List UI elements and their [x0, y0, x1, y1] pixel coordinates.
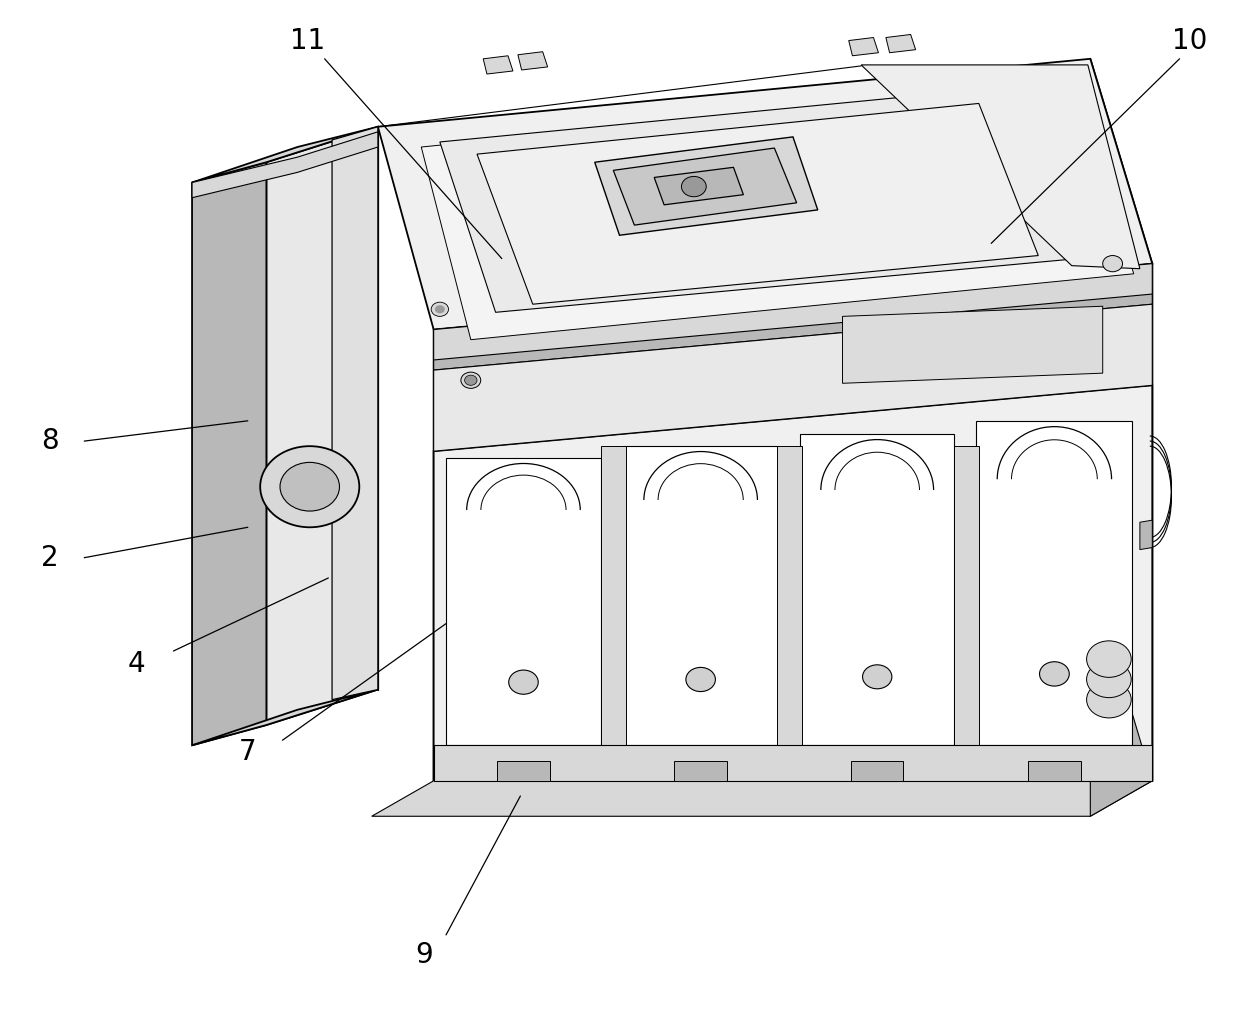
Circle shape: [280, 462, 339, 511]
Polygon shape: [595, 137, 818, 235]
Text: 11: 11: [290, 26, 325, 55]
Polygon shape: [192, 690, 378, 745]
Circle shape: [461, 372, 481, 388]
Text: 4: 4: [128, 650, 145, 678]
Polygon shape: [843, 306, 1103, 383]
Polygon shape: [1028, 760, 1080, 781]
Polygon shape: [378, 59, 1152, 330]
Polygon shape: [1140, 520, 1152, 550]
Polygon shape: [372, 781, 1152, 816]
Polygon shape: [434, 264, 1152, 360]
Polygon shape: [434, 264, 1152, 370]
Polygon shape: [861, 65, 1140, 269]
Circle shape: [681, 176, 706, 197]
Polygon shape: [332, 127, 378, 700]
Polygon shape: [851, 760, 903, 781]
Polygon shape: [601, 446, 626, 781]
Polygon shape: [849, 38, 878, 56]
Text: 10: 10: [1172, 26, 1207, 55]
Text: 7: 7: [239, 738, 256, 767]
Polygon shape: [192, 162, 266, 745]
Polygon shape: [518, 52, 548, 70]
Circle shape: [1087, 661, 1131, 698]
Circle shape: [1103, 256, 1123, 272]
Polygon shape: [976, 421, 1132, 745]
Polygon shape: [483, 56, 513, 74]
Polygon shape: [440, 86, 1078, 312]
Polygon shape: [434, 264, 1152, 781]
Polygon shape: [192, 127, 378, 183]
Polygon shape: [434, 385, 1152, 781]
Polygon shape: [266, 127, 378, 725]
Polygon shape: [800, 434, 954, 745]
Polygon shape: [192, 132, 378, 198]
Circle shape: [260, 446, 359, 527]
Polygon shape: [613, 148, 797, 225]
Polygon shape: [497, 760, 550, 781]
Circle shape: [509, 670, 538, 695]
Polygon shape: [954, 446, 979, 781]
Circle shape: [431, 302, 449, 316]
Text: 8: 8: [41, 427, 58, 455]
Polygon shape: [477, 103, 1038, 304]
Polygon shape: [623, 446, 778, 745]
Circle shape: [465, 375, 477, 385]
Circle shape: [435, 305, 445, 313]
Polygon shape: [434, 745, 1152, 781]
Polygon shape: [777, 446, 802, 781]
Circle shape: [686, 667, 715, 692]
Text: 2: 2: [41, 544, 58, 572]
Circle shape: [1040, 662, 1069, 686]
Polygon shape: [446, 458, 601, 745]
Polygon shape: [886, 34, 916, 53]
Polygon shape: [421, 81, 1134, 340]
Polygon shape: [674, 760, 727, 781]
Circle shape: [1087, 681, 1131, 718]
Polygon shape: [1090, 573, 1152, 816]
Polygon shape: [434, 304, 1152, 451]
Circle shape: [1087, 641, 1131, 677]
Circle shape: [862, 665, 892, 689]
Polygon shape: [1090, 59, 1152, 781]
Polygon shape: [654, 167, 743, 205]
Text: 9: 9: [415, 941, 432, 969]
